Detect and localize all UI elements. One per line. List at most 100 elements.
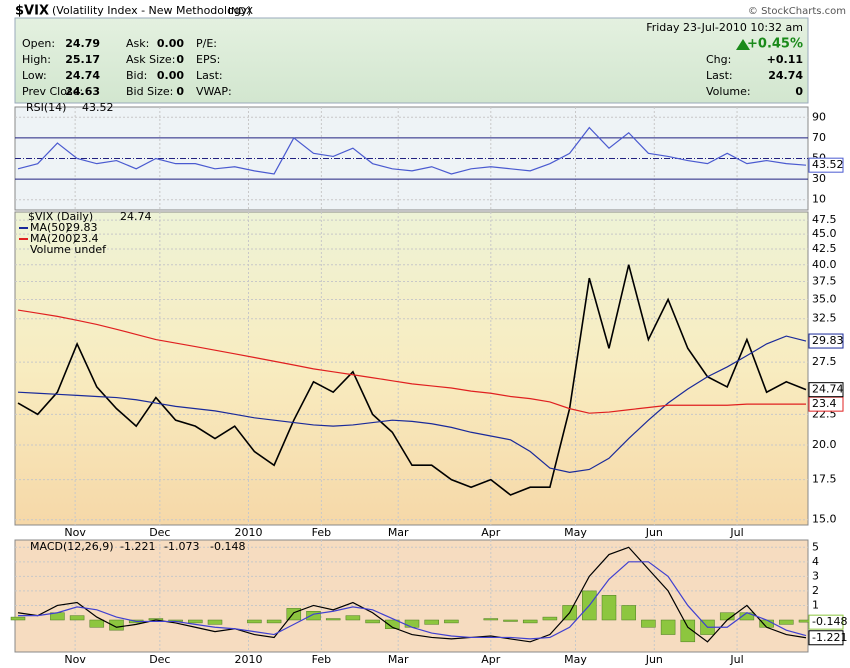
quote-value: 24.79: [65, 37, 100, 50]
change-pct: +0.45%: [747, 37, 803, 52]
last-value: 43.52: [812, 158, 844, 171]
panel: 12 34 5 MACD(12,26,9) -1.221 -1.073 -0.148 -0.1…: [10, 539, 847, 666]
quote-label: P/E:: [196, 37, 217, 50]
y-tick-label: 3: [812, 569, 819, 582]
y-tick-label: 45.0: [812, 227, 837, 240]
y-tick-label: 40.0: [812, 258, 837, 271]
histogram-bar: [207, 619, 223, 625]
last-value: -0.148: [812, 615, 847, 628]
legend-label: $VIX (Daily): [28, 210, 93, 223]
quote-value: 0.00: [157, 37, 184, 50]
quote-label: Open:: [22, 37, 55, 50]
histogram-bar: [69, 615, 85, 621]
histogram-bar: [89, 619, 105, 628]
x-tick-label: Mar: [388, 653, 409, 666]
histogram-bar: [621, 605, 636, 621]
histogram-bar: [522, 619, 538, 624]
legend-value: 24.74: [120, 210, 152, 223]
histogram-bar: [444, 619, 459, 624]
last-value: -1.221: [812, 631, 847, 644]
quote-label: High:: [22, 53, 51, 66]
x-tick-label: Jun: [645, 526, 663, 539]
panel: 15.017.520.022.527.532.535.037.540.042.5…: [14, 210, 844, 539]
panel-bg: [14, 211, 809, 526]
histogram-bar: [345, 615, 361, 621]
x-tick-label: Mar: [388, 526, 409, 539]
exchange: INDX: [228, 6, 253, 17]
quote-label: EPS:: [196, 53, 220, 66]
quote-label: Last:: [196, 69, 223, 82]
y-tick-label: 15.0: [812, 513, 837, 526]
histogram-bar: [286, 608, 302, 621]
x-tick-label: May: [564, 526, 587, 539]
y-tick-label: 47.5: [812, 213, 837, 226]
y-tick-label: 5: [812, 540, 819, 553]
x-tick-label: Dec: [149, 653, 170, 666]
histogram-bar: [385, 619, 400, 629]
histogram-bar: [247, 619, 262, 624]
timestamp: Friday 23-Jul-2010 10:32 am: [646, 21, 803, 34]
y-tick-label: 42.5: [812, 242, 837, 255]
panel-title-value: -1.221: [120, 540, 155, 553]
histogram-bar: [188, 619, 203, 624]
quote-label: Volume:: [706, 85, 751, 98]
histogram-bar: [601, 595, 617, 621]
quote-label: Ask Size:: [126, 53, 175, 66]
histogram-bar: [306, 611, 321, 621]
quote-label: Chg:: [706, 53, 731, 66]
y-tick-label: 90: [812, 110, 826, 123]
quote-value: +0.11: [767, 53, 803, 66]
quote-value: 24.63: [65, 85, 100, 98]
x-tick-label: 2010: [234, 526, 262, 539]
panel-title: MACD(12,26,9): [30, 540, 114, 553]
histogram-bar: [779, 619, 794, 625]
panel-title-value: 43.52: [82, 101, 114, 114]
legend-label: MA(200): [30, 232, 77, 245]
quote-value: 0.00: [157, 69, 184, 82]
y-tick-label: 17.5: [812, 473, 837, 486]
x-tick-label: Jun: [645, 653, 663, 666]
histogram-bar: [680, 619, 696, 643]
histogram-bar: [109, 619, 124, 631]
panel-bg: [14, 539, 809, 653]
quote-label: VWAP:: [196, 85, 232, 98]
series-line: [17, 335, 807, 473]
header: $VIX (Volatility Index - New Methodology…: [14, 4, 846, 104]
y-tick-label: 1: [812, 598, 819, 611]
last-value: 29.83: [812, 334, 844, 347]
histogram-bar: [503, 619, 518, 622]
histogram-bar: [266, 619, 282, 624]
last-value-box: [808, 333, 844, 349]
up-arrow: [736, 39, 750, 50]
legend-value: 29.83: [66, 221, 98, 234]
y-tick-label: 35.0: [812, 292, 837, 305]
quote-label: Prev Close:: [22, 85, 83, 98]
histogram-bar: [483, 618, 499, 621]
quote-label: Bid:: [126, 69, 147, 82]
quote-label: Bid Size:: [126, 85, 173, 98]
last-value-box: [808, 630, 844, 646]
x-tick-label: Apr: [481, 526, 501, 539]
y-tick-label: 37.5: [812, 275, 837, 288]
series-line: [17, 264, 807, 496]
quote-value: 25.17: [65, 53, 100, 66]
last-value-box: [808, 382, 844, 398]
x-tick-label: Jul: [729, 526, 743, 539]
panel-title: RSI(14): [26, 101, 66, 114]
series-line: [17, 126, 807, 175]
legend-value: 23.4: [74, 232, 99, 245]
y-tick-label: 30: [812, 172, 826, 185]
legend-label: Volume undef: [30, 243, 107, 256]
histogram-bar: [10, 616, 26, 621]
histogram-bar: [424, 619, 439, 625]
quote-label: Low:: [22, 69, 47, 82]
histogram-bar: [365, 619, 380, 624]
y-tick-label: 70: [812, 131, 826, 144]
x-tick-label: Nov: [64, 653, 86, 666]
x-tick-label: Nov: [64, 526, 86, 539]
y-tick-label: 2: [812, 584, 819, 597]
y-tick-label: 20.0: [812, 438, 837, 451]
x-tick-label: Dec: [149, 526, 170, 539]
